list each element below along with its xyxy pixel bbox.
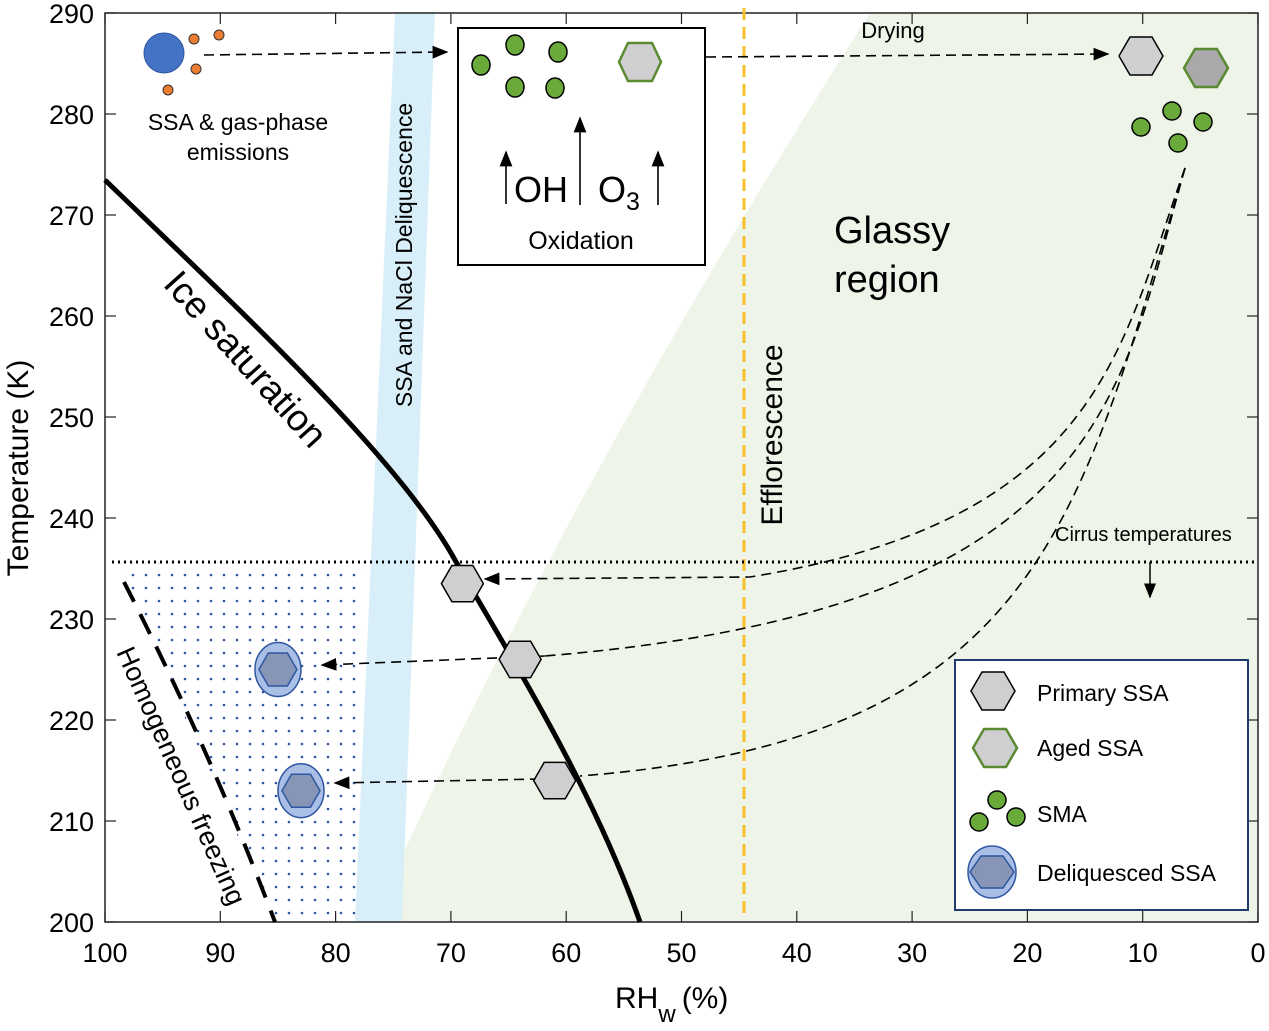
x-tick-label: 50 xyxy=(666,938,696,968)
primary-ssa-point xyxy=(498,640,542,679)
primary-ssa-point xyxy=(440,564,485,603)
ice-saturation-curve xyxy=(103,178,643,923)
y-tick-label: 270 xyxy=(49,201,94,231)
oh-label: OH xyxy=(514,169,568,210)
legend-item: Deliquesced SSA xyxy=(1037,860,1217,886)
x-tick-label: 70 xyxy=(436,938,466,968)
x-tick-label: 40 xyxy=(782,938,812,968)
o3-label: O3 xyxy=(598,169,640,216)
drying-label: Drying xyxy=(861,18,925,43)
emissions-label: SSA & gas-phase xyxy=(148,109,328,135)
primary-ssa-point xyxy=(532,761,577,800)
y-tick-label: 280 xyxy=(49,100,94,130)
legend-item: Primary SSA xyxy=(1037,680,1169,706)
y-axis-label: Temperature (K) xyxy=(2,360,35,577)
deliquescence-band xyxy=(355,13,435,922)
supercooled-region xyxy=(116,563,366,922)
y-tick-label: 250 xyxy=(49,403,94,433)
x-tick-label: 60 xyxy=(551,938,581,968)
y-tick-label: 220 xyxy=(49,706,94,736)
legend-item: Aged SSA xyxy=(1037,735,1144,761)
deliquesced-ssa-core xyxy=(258,652,298,687)
y-tick-label: 200 xyxy=(49,908,94,938)
y-tick-labels: 290 280 270 260 250 240 230 220 210 200 xyxy=(49,0,94,938)
oxidation-arrows xyxy=(499,116,665,205)
sma-particles-icon xyxy=(1131,101,1213,153)
deliquesced-ssa-core xyxy=(281,773,321,808)
x-tick-label: 30 xyxy=(897,938,927,968)
aged-ssa-icon xyxy=(1182,47,1230,89)
primary-ssa-icon xyxy=(1118,36,1164,76)
glassy-label: Glassy xyxy=(834,210,950,252)
x-tick-labels: 100 90 80 70 60 50 40 30 20 10 0 xyxy=(82,938,1265,968)
y-tick-label: 240 xyxy=(49,504,94,534)
oxidation-label: Oxidation xyxy=(528,227,634,255)
sma-particles-icon xyxy=(471,34,568,99)
emissions-label-2: emissions xyxy=(187,139,289,165)
x-tick-label: 10 xyxy=(1128,938,1158,968)
y-tick-label: 290 xyxy=(49,0,94,29)
oxidation-box xyxy=(457,27,706,266)
emissions-icon xyxy=(143,29,225,96)
efflorescence-label: Efflorescence xyxy=(756,344,789,525)
x-tick-label: 90 xyxy=(205,938,235,968)
aged-ssa-icon xyxy=(971,727,1019,769)
legend: Primary SSA Aged SSA SMA Deliquesced SSA xyxy=(954,659,1249,911)
y-tick-label: 260 xyxy=(49,302,94,332)
primary-ssa-icon xyxy=(970,671,1016,711)
legend-item: SMA xyxy=(1037,801,1088,827)
cirrus-label: Cirrus temperatures xyxy=(1055,524,1232,546)
y-tick-label: 230 xyxy=(49,605,94,635)
deliquescence-label: SSA and NaCl Deliquescence xyxy=(391,103,417,407)
sma-particles-icon xyxy=(969,790,1026,832)
x-tick-label: 20 xyxy=(1012,938,1042,968)
homogeneous-freezing-line xyxy=(122,581,277,923)
data-points xyxy=(254,564,577,819)
ice-saturation-label: Ice saturation xyxy=(156,263,335,456)
y-tick-label: 210 xyxy=(49,807,94,837)
x-tick-label: 100 xyxy=(82,938,127,968)
aged-ssa-icon xyxy=(617,41,663,83)
x-tick-label: 80 xyxy=(321,938,351,968)
x-tick-label: 0 xyxy=(1250,938,1265,968)
glassy-label-2: region xyxy=(834,259,940,301)
axis-ticks xyxy=(104,12,1259,923)
x-axis-label: RHw (%) xyxy=(615,982,728,1026)
trajectories xyxy=(203,45,1186,790)
